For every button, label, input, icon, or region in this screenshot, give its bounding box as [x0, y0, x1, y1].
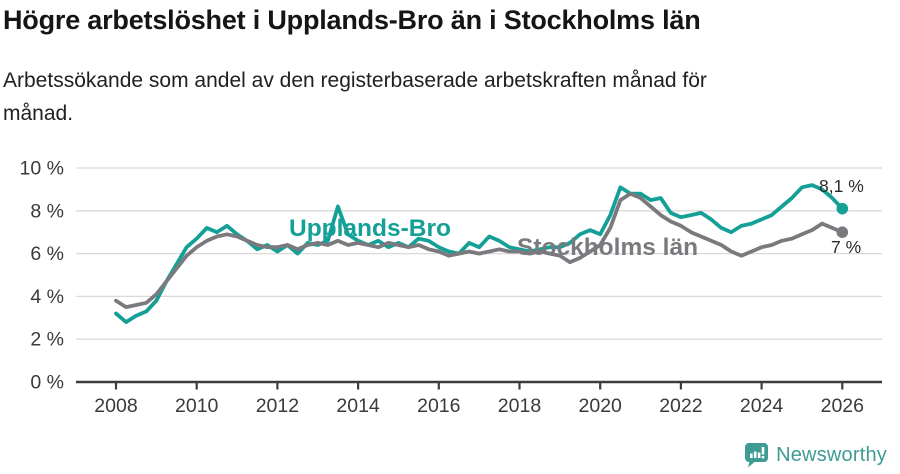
y-tick-label-10: 10 %	[20, 158, 64, 180]
x-tick-label-2008: 2008	[94, 395, 137, 417]
bar-1	[750, 453, 753, 458]
bar-2	[753, 451, 757, 458]
chart-subtitle-line-1: Arbetssökande som andel av den registerb…	[3, 69, 707, 92]
end-value-label-stockholms-lan: 7 %	[831, 237, 861, 257]
series-line-stockholms-lan	[114, 191, 845, 310]
bar-chart-speech-bubble-icon	[745, 443, 769, 468]
series-end-dot-stockholms-lan	[836, 226, 849, 238]
newsworthy-brand-text: Newsworthy	[776, 443, 887, 466]
series-line-upplands-bro	[114, 183, 845, 325]
y-tick-label-6: 6 %	[30, 243, 64, 265]
y-tick-label-2: 2 %	[30, 329, 64, 351]
x-tick-label-2018: 2018	[498, 395, 541, 417]
bar-3	[757, 452, 761, 458]
x-tick-label-2016: 2016	[417, 395, 460, 417]
x-tick-label-2010: 2010	[175, 395, 219, 417]
x-tick-label-2020: 2020	[579, 395, 623, 417]
x-tick-label-2012: 2012	[256, 395, 299, 417]
y-tick-label-0: 0 %	[30, 372, 64, 394]
series-end-dot-upplands-bro	[836, 202, 849, 215]
chart-subtitle-line-2: månad.	[3, 102, 74, 125]
x-tick-label-2024: 2024	[740, 395, 784, 417]
page-title: Högre arbetslöshet i Upplands-Bro än i S…	[3, 5, 701, 35]
y-tick-label-8: 8 %	[30, 200, 64, 222]
x-tick-label-2022: 2022	[659, 395, 702, 417]
newsworthy-logo[interactable]: Newsworthy	[744, 442, 887, 468]
exclamation-dot	[761, 456, 765, 459]
unemployment-line-chart: 0 % 2 % 4 % 6 % 8 % 10 % 2008 2010 2012 2014 2016 2…	[20, 158, 882, 417]
end-value-label-upplands-bro: 8,1 %	[819, 176, 864, 196]
x-tick-label-2026: 2026	[821, 395, 864, 417]
x-tick-label-2014: 2014	[336, 395, 380, 417]
series-label-upplands-bro: Upplands-Bro	[289, 215, 451, 242]
series-label-stockholms-lan: Stockholms län	[517, 234, 698, 261]
y-tick-label-4: 4 %	[30, 286, 64, 308]
chart-subtitle: Arbetssökande som andel av den registerb…	[3, 64, 707, 130]
exclamation-stem	[761, 447, 765, 455]
